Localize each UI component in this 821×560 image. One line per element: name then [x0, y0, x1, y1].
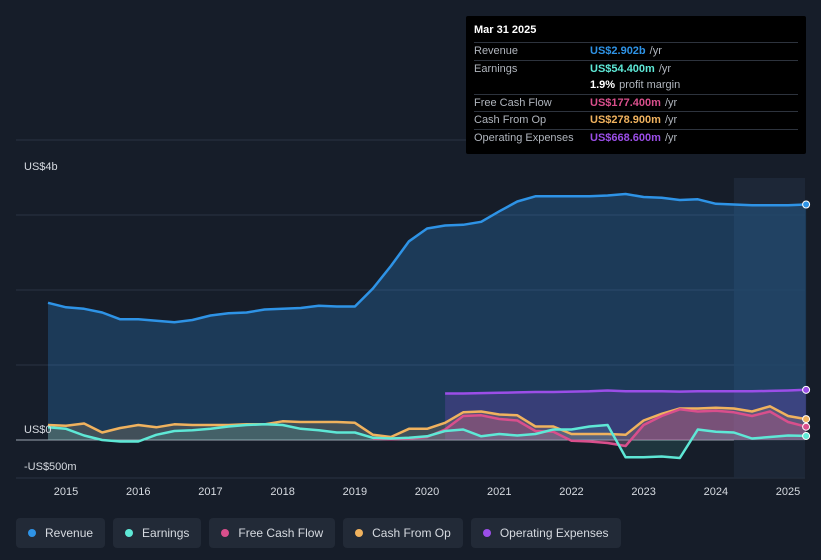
series-end-markers [802, 200, 811, 440]
tooltip-row-label: Revenue [474, 45, 519, 58]
legend-item-revenue[interactable]: Revenue [16, 518, 106, 548]
earnings-area [48, 424, 807, 458]
tooltip-row-label: Operating Expenses [474, 131, 574, 144]
forecast-band [733, 178, 805, 478]
tooltip-row: 1.9% profit margin [474, 77, 798, 94]
y-axis-top-label: US$4b [24, 161, 58, 173]
tooltip-row-value: 1.9% [590, 79, 616, 92]
legend-label: Free Cash Flow [238, 526, 324, 540]
legend-dot-icon [28, 529, 36, 537]
revenue-area [48, 194, 807, 440]
tooltip-row-value: US$278.900m [590, 114, 661, 127]
earnings-line [47, 423, 807, 460]
x-tick-label: 2020 [415, 486, 439, 498]
tooltip-rows: Revenue US$2.902b/yr Earnings US$54.400m/yr… [474, 42, 798, 146]
legend-item-earnings[interactable]: Earnings [113, 518, 202, 548]
legend-dot-icon [355, 529, 364, 537]
legend-item-operating-expenses[interactable]: Operating Expenses [470, 518, 621, 548]
cash-from-op-area [48, 406, 807, 440]
x-tick-label: 2019 [343, 486, 367, 498]
tooltip-row-label: Free Cash Flow [474, 96, 552, 109]
revenue-line [47, 192, 807, 324]
tooltip-row-unit: /yr [664, 114, 678, 127]
x-tick-label: 2015 [54, 486, 78, 498]
legend-dot-icon [125, 529, 134, 537]
data-tooltip: Mar 31 2025 Revenue US$2.902b/yr Earnings U… [466, 16, 806, 154]
series-lines [47, 192, 807, 460]
free-cash-flow-end-marker [802, 422, 811, 431]
revenue-end-marker [802, 200, 811, 209]
tooltip-row: Cash From Op US$278.900m/yr [474, 111, 798, 129]
tooltip-row-value: US$54.400m [590, 62, 655, 75]
series-areas [48, 194, 807, 458]
tooltip-row-unit: /yr [649, 45, 662, 58]
tooltip-date: Mar 31 2025 [474, 24, 537, 36]
legend: Revenue Earnings Free Cash Flow Cash From O… [16, 518, 621, 548]
tooltip-row-unit: profit margin [619, 79, 681, 92]
x-tick-label: 2018 [270, 486, 294, 498]
x-tick-label: 2022 [559, 486, 583, 498]
legend-label: Earnings [142, 526, 190, 540]
tooltip-row-label: Cash From Op [474, 114, 547, 127]
tooltip-row: Free Cash Flow US$177.400m/yr [474, 93, 798, 112]
legend-label: Operating Expenses [499, 526, 609, 540]
operating-expenses-line [445, 388, 807, 395]
tooltip-row-value: US$668.600m [590, 131, 661, 144]
gridlines [16, 139, 805, 479]
legend-label: Cash From Op [372, 526, 451, 540]
earnings-end-marker [802, 431, 811, 440]
tooltip-row: Operating Expenses US$668.600m/yr [474, 128, 798, 147]
x-tick-label: 2025 [776, 486, 800, 498]
tooltip-row-value: US$2.902b [590, 45, 646, 58]
tooltip-row-unit: /yr [664, 131, 678, 144]
x-tick-label: 2024 [704, 486, 728, 498]
tooltip-row: Earnings US$54.400m/yr [474, 59, 798, 78]
y-axis-bottom-label: -US$500m [24, 461, 77, 473]
x-tick-label: 2021 [487, 486, 511, 498]
x-axis-ticks: 2015 2016 2017 2018 2019 2020 2021 2022 2023 2024… [54, 486, 800, 498]
operating-expenses-end-marker [802, 385, 811, 394]
tooltip-row: Revenue US$2.902b/yr [474, 42, 798, 60]
tooltip-row-label: Earnings [474, 62, 518, 75]
cash-from-op-end-marker [802, 415, 811, 424]
legend-dot-icon [482, 529, 491, 537]
legend-label: Revenue [45, 526, 94, 540]
x-tick-label: 2016 [126, 486, 150, 498]
x-tick-label: 2017 [198, 486, 222, 498]
legend-item-cash-from-op[interactable]: Cash From Op [343, 518, 463, 548]
legend-dot-icon [221, 529, 230, 537]
x-tick-label: 2023 [631, 486, 655, 498]
tooltip-row-value: US$177.400m [590, 96, 661, 109]
y-axis-zero-label: US$0 [24, 424, 52, 436]
tooltip-row-unit: /yr [658, 62, 672, 75]
tooltip-row-unit: /yr [664, 96, 678, 109]
free-cash-flow-line [372, 408, 807, 448]
legend-item-free-cash-flow[interactable]: Free Cash Flow [209, 518, 336, 548]
